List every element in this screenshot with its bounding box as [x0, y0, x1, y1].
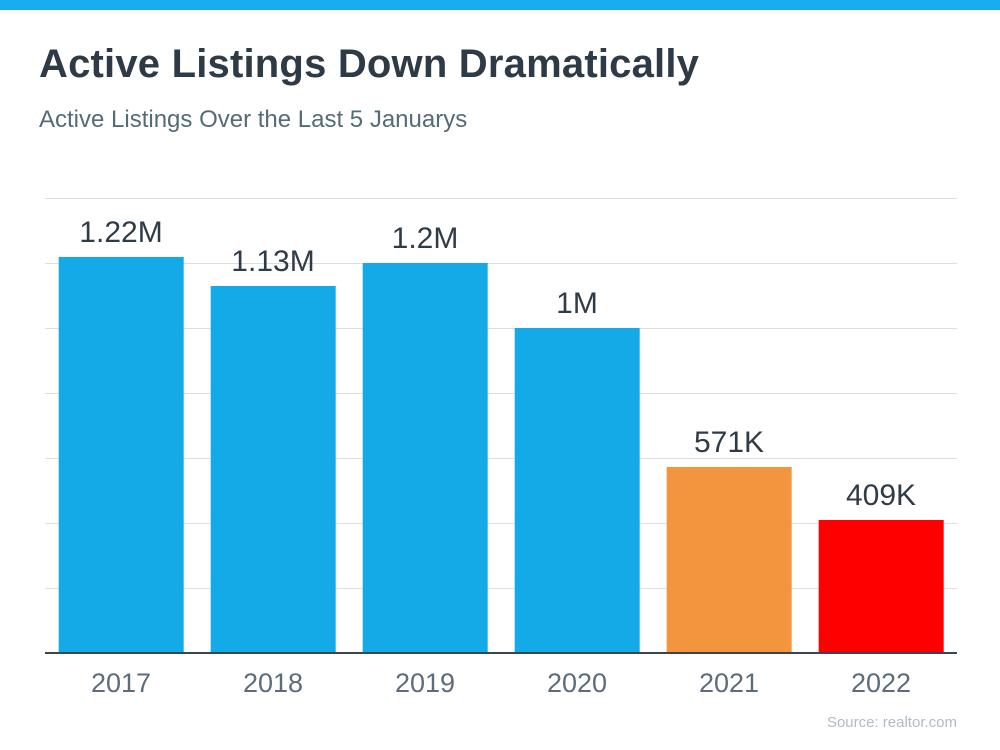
bar-2021	[666, 467, 792, 653]
source-caption: Source: realtor.com	[826, 714, 957, 731]
value-label-2020: 1M	[556, 287, 598, 320]
gridline-600000	[45, 458, 957, 459]
x-tick-2022: 2022	[850, 668, 912, 698]
bar-slot-2020: 1M	[501, 198, 653, 653]
x-tick-2017: 2017	[90, 668, 152, 698]
bar-slot-2019: 1.2M	[349, 198, 501, 653]
gridline-1000000	[45, 328, 957, 329]
gridline-400000	[45, 523, 957, 524]
bar-2017	[58, 256, 184, 653]
x-tick-2020: 2020	[546, 668, 608, 698]
value-label-2021: 571K	[693, 426, 765, 460]
top-accent-bar	[0, 0, 1000, 10]
gridline-1200000	[45, 263, 957, 264]
x-tick-2018: 2018	[242, 668, 304, 698]
x-axis-labels: 2017 2018 2019 2020 2021 2022	[45, 670, 957, 697]
bar-2018	[210, 285, 336, 653]
bar-2020	[514, 328, 640, 653]
x-tick-2021: 2021	[698, 668, 760, 698]
bars-layer: 1.22M 1.13M 1.2M 1M 571K 409K	[45, 198, 957, 653]
bar-2022	[818, 520, 944, 653]
bar-slot-2022: 409K	[805, 198, 957, 653]
value-label-2018: 1.13M	[231, 244, 315, 278]
plot-area: 1.22M 1.13M 1.2M 1M 571K 409K	[45, 198, 957, 654]
bar-2019	[362, 263, 488, 653]
bar-slot-2017: 1.22M	[45, 198, 197, 653]
page-title: Active Listings Down Dramatically	[39, 42, 700, 86]
x-tick-2019: 2019	[394, 668, 456, 698]
gridline-1400000	[45, 198, 957, 199]
bar-slot-2018: 1.13M	[197, 198, 349, 653]
value-label-2022: 409K	[845, 479, 917, 513]
x-axis-line	[45, 652, 957, 654]
value-label-2017: 1.22M	[79, 215, 163, 249]
bar-slot-2021: 571K	[653, 198, 805, 653]
value-label-2019: 1.2M	[391, 222, 459, 255]
gridline-200000	[45, 588, 957, 589]
page-subtitle: Active Listings Over the Last 5 Januarys	[39, 106, 468, 133]
gridline-800000	[45, 393, 957, 394]
